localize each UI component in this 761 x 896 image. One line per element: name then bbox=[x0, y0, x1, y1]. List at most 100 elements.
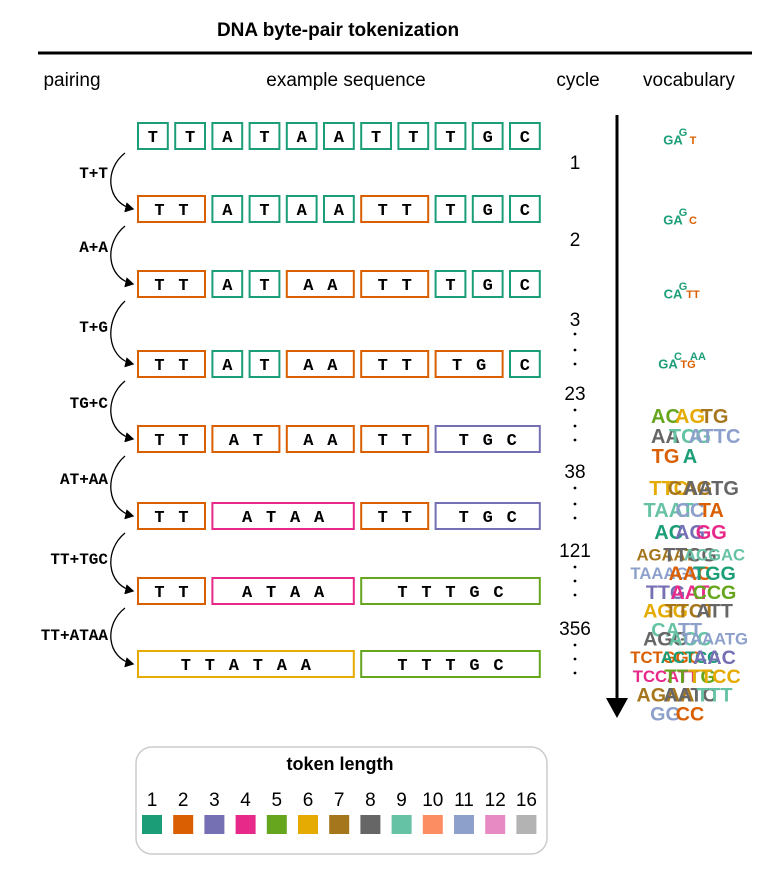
token-letter: A bbox=[334, 202, 345, 221]
cycle-number: 1 bbox=[570, 153, 581, 174]
vocab-token: ATT bbox=[696, 601, 733, 623]
vocab-token: TAAAGC bbox=[630, 564, 700, 583]
token-letter: C bbox=[520, 202, 530, 221]
legend-swatch bbox=[204, 815, 225, 834]
vocab-token: TT bbox=[686, 289, 700, 301]
legend-swatch bbox=[266, 815, 287, 834]
vocab-token: GA bbox=[663, 213, 683, 228]
token-box bbox=[360, 270, 430, 298]
token-letter: A bbox=[303, 432, 314, 451]
token-letter: C bbox=[507, 509, 517, 528]
token-letter: A bbox=[222, 202, 233, 221]
token-box bbox=[211, 577, 355, 605]
figure-title: DNA byte-pair tokenization bbox=[217, 20, 459, 41]
token-letter: T bbox=[259, 129, 269, 148]
vocab-token: CA bbox=[664, 287, 683, 302]
token-letter: T bbox=[266, 584, 276, 603]
vocab-token: TTTG bbox=[664, 666, 715, 688]
cycle-dot bbox=[573, 671, 577, 675]
token-letter: T bbox=[459, 432, 469, 451]
token-box bbox=[360, 502, 430, 530]
token-letter: T bbox=[253, 432, 263, 451]
token-letter: T bbox=[181, 657, 191, 676]
vocab-token: ACC bbox=[669, 628, 712, 650]
vocab-token: G bbox=[679, 127, 688, 139]
token-letter: T bbox=[402, 357, 412, 376]
token-letter: G bbox=[483, 509, 493, 528]
token-letter: G bbox=[476, 357, 486, 376]
token-letter: T bbox=[154, 432, 164, 451]
token-letter: T bbox=[402, 432, 412, 451]
legend-length-label: 2 bbox=[178, 790, 189, 811]
token-letter: A bbox=[297, 202, 308, 221]
token-box bbox=[137, 122, 169, 150]
token-letter: T bbox=[445, 657, 455, 676]
token-letter: T bbox=[402, 202, 412, 221]
legend: token length 1 2 3 4 5 6 7 8 9 10 11 12 16 bbox=[135, 746, 548, 855]
token-letter: T bbox=[378, 277, 388, 296]
legend-swatch bbox=[298, 815, 318, 834]
vocab-token: AGAAT bbox=[636, 545, 695, 564]
token-letter: A bbox=[277, 657, 288, 676]
vocab-token: TCTGGC bbox=[630, 648, 700, 667]
legend-items: 1 2 3 4 5 6 7 8 9 10 11 12 16 bbox=[142, 790, 537, 834]
vocab-token: AGG bbox=[643, 628, 688, 650]
token-box bbox=[137, 425, 206, 453]
token-letter: G bbox=[483, 129, 493, 148]
pairing-arrow bbox=[110, 607, 135, 668]
vocab-token: TA bbox=[699, 500, 724, 522]
legend-swatch bbox=[329, 815, 350, 834]
vocab-token: TG bbox=[652, 446, 680, 468]
token-letter: T bbox=[154, 509, 164, 528]
token-letter: A bbox=[242, 584, 253, 603]
legend-length-label: 10 bbox=[422, 790, 443, 811]
token-letter: T bbox=[459, 509, 469, 528]
cycle-number: 3 bbox=[570, 310, 581, 331]
vocab-token: TTT bbox=[696, 685, 732, 707]
token-letter: T bbox=[259, 277, 269, 296]
token-box bbox=[509, 195, 541, 223]
vocab-token: TG bbox=[680, 359, 695, 371]
legend-length-label: 4 bbox=[240, 790, 251, 811]
vocab-token: AA bbox=[690, 351, 706, 363]
cycle-dot bbox=[573, 643, 577, 647]
token-letter: A bbox=[303, 277, 314, 296]
cycle-dot bbox=[573, 516, 577, 520]
pairing-label: T+T bbox=[79, 165, 108, 183]
vocab-token: TTCG bbox=[663, 544, 717, 566]
token-box bbox=[434, 195, 467, 223]
token-letter: T bbox=[178, 357, 188, 376]
vocab-token: AATC bbox=[663, 685, 716, 707]
cycle-number: 38 bbox=[564, 462, 585, 483]
token-letter: G bbox=[483, 277, 493, 296]
token-letter: C bbox=[493, 584, 503, 603]
header-pairing: pairing bbox=[43, 70, 100, 91]
token-box bbox=[360, 122, 393, 150]
legend-length-label: 16 bbox=[516, 790, 537, 811]
pairing-label: TG+C bbox=[70, 395, 109, 413]
token-letter: G bbox=[469, 584, 479, 603]
pairing-arrow bbox=[110, 532, 135, 595]
vocab-token: C bbox=[674, 351, 682, 363]
token-box bbox=[137, 650, 355, 678]
vocab-token: ACGAC bbox=[684, 545, 745, 564]
vocab-token: C bbox=[689, 215, 697, 227]
legend-swatch bbox=[173, 815, 194, 834]
vocab-token: AATG bbox=[684, 478, 739, 500]
token-letter: T bbox=[178, 509, 188, 528]
token-box bbox=[471, 122, 504, 150]
token-letter: T bbox=[148, 129, 158, 148]
vocab-token: CA bbox=[651, 620, 679, 642]
token-box bbox=[509, 350, 541, 378]
token-letter: A bbox=[242, 509, 253, 528]
vocab-token: AAC bbox=[693, 647, 736, 669]
header-cycle: cycle bbox=[556, 70, 599, 91]
legend-length-label: 11 bbox=[454, 790, 474, 811]
vocab-token: CC bbox=[676, 704, 704, 726]
token-letter: T bbox=[154, 277, 164, 296]
token-letter: C bbox=[507, 432, 517, 451]
